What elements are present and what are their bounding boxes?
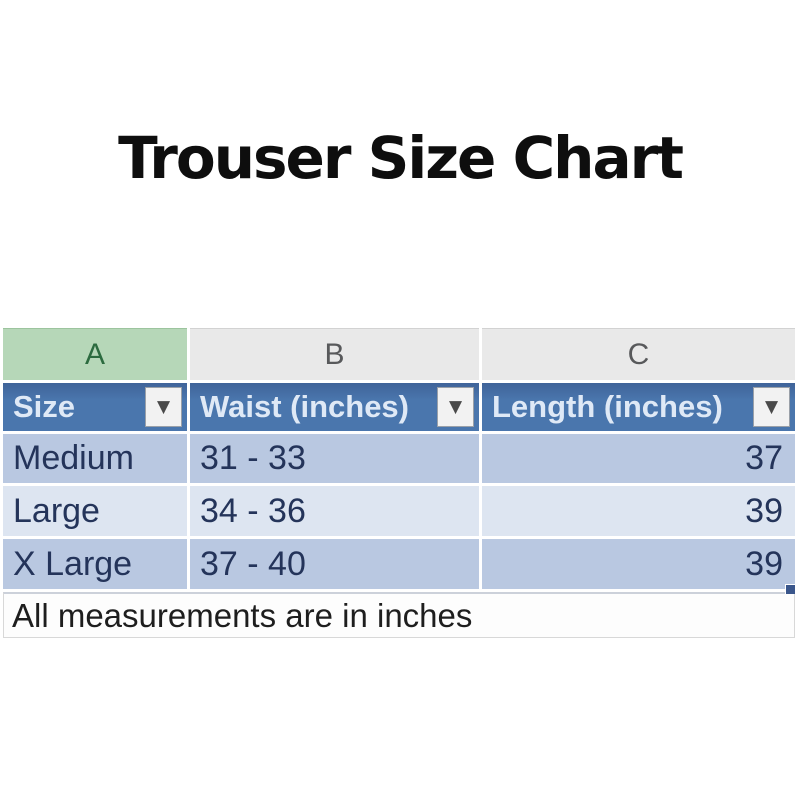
cell-medium-length[interactable]: 37 bbox=[482, 434, 795, 483]
fill-handle[interactable] bbox=[785, 584, 795, 594]
table-header-size-label: Size bbox=[13, 389, 76, 424]
cell-large-waist[interactable]: 34 - 36 bbox=[190, 486, 479, 536]
filter-dropdown-icon: ▼ bbox=[448, 396, 463, 417]
column-header-c[interactable]: C bbox=[482, 328, 795, 380]
filter-dropdown-icon: ▼ bbox=[156, 396, 171, 417]
cell-xlarge-waist[interactable]: 37 - 40 bbox=[190, 539, 479, 589]
column-header-a[interactable]: A bbox=[3, 328, 187, 380]
cell-xlarge-size[interactable]: X Large bbox=[3, 539, 187, 589]
spreadsheet-table: A B C Size ▼ Waist (inches) ▼ Length (in… bbox=[3, 328, 795, 638]
column-header-b[interactable]: B bbox=[190, 328, 479, 380]
table-header-waist-label: Waist (inches) bbox=[200, 389, 409, 424]
table-header-size[interactable]: Size ▼ bbox=[3, 383, 187, 431]
table-header-length[interactable]: Length (inches) ▼ bbox=[482, 383, 795, 431]
cell-large-size[interactable]: Large bbox=[3, 486, 187, 536]
filter-button-size[interactable]: ▼ bbox=[145, 387, 182, 427]
filter-dropdown-icon: ▼ bbox=[764, 396, 779, 417]
filter-button-length[interactable]: ▼ bbox=[753, 387, 790, 427]
cell-large-length[interactable]: 39 bbox=[482, 486, 795, 536]
table-header-length-label: Length (inches) bbox=[492, 389, 723, 424]
cell-xlarge-length[interactable]: 39 bbox=[482, 539, 795, 589]
cell-medium-size[interactable]: Medium bbox=[3, 434, 187, 483]
page-title: Trouser Size Chart bbox=[118, 124, 684, 192]
filter-button-waist[interactable]: ▼ bbox=[437, 387, 474, 427]
cell-footnote[interactable]: All measurements are in inches bbox=[3, 592, 795, 638]
table-header-waist[interactable]: Waist (inches) ▼ bbox=[190, 383, 479, 431]
cell-medium-waist[interactable]: 31 - 33 bbox=[190, 434, 479, 483]
